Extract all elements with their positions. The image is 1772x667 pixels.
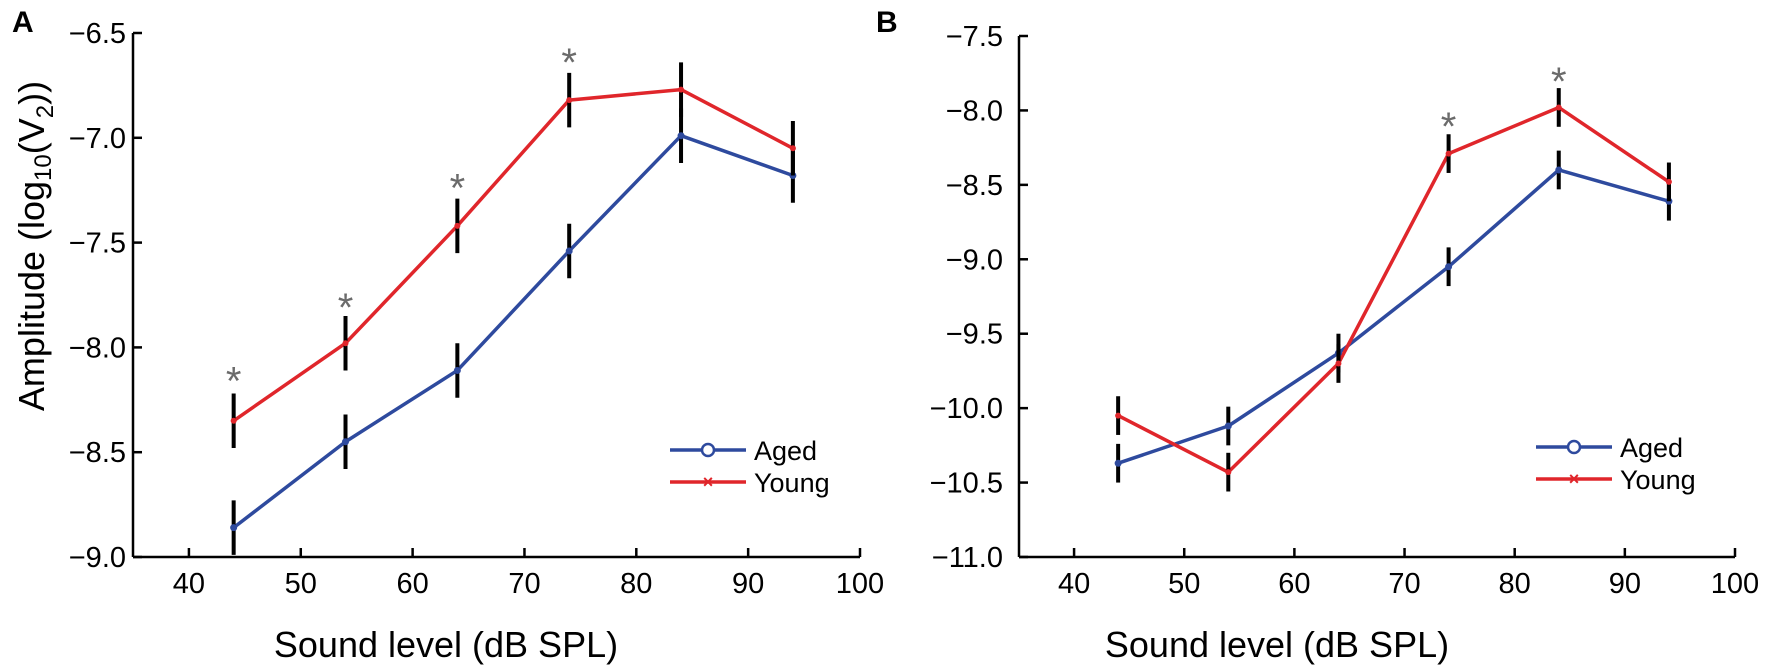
panel-b-x-tick-label: 70 [1388,568,1420,600]
panel-b-legend-label-aged: Aged [1620,433,1683,463]
panel-a-point-young [454,222,461,229]
panel-a-x-axis-title: Sound level (dB SPL) [274,624,618,665]
panel-a-x-tick-label: 90 [732,568,764,600]
panel-a-legend-marker-young: × [703,472,714,492]
panel-a-label: A [12,6,34,39]
panel-b-y-tick-label: −9.0 [946,244,1003,276]
panel-a-series-young-line [232,87,794,423]
panel-b-y-tick-label: −8.0 [946,95,1003,127]
panel-b-legend-label-young: Young [1620,465,1696,495]
panel-b-x-tick-label: 40 [1058,568,1090,600]
panel-a: A Amplitude (log10(V2)) Sound level (dB … [11,6,884,665]
panel-b-point-young [1335,360,1342,367]
panel-b-point-young [1665,178,1672,185]
panel-b-series-aged-line [1117,168,1670,465]
panel-a-point-young [342,340,349,347]
panel-b-series-young-line [1117,105,1670,474]
panel-b-legend-marker-young: × [1569,469,1580,489]
panel-a-legend-marker-aged [700,442,716,458]
panel-a-legend: Aged × Young [670,436,830,498]
panel-b-x-tick-label: 90 [1609,568,1641,600]
panel-b-point-young [1225,469,1232,476]
panel-b-point-aged [1555,166,1563,174]
panel-b-y-tick-label: −11.0 [932,542,1003,574]
panel-a-series-aged-line [232,133,794,530]
panel-a-point-young [678,86,685,93]
panel-b-x-tick-label: 50 [1168,568,1200,600]
panel-b-significance-star: * [1441,105,1457,149]
panel-b-x-axis-title: Sound level (dB SPL) [1105,624,1449,665]
panel-b-point-aged [1224,422,1232,430]
panel-b-point-young [1445,150,1452,157]
panel-a-y-tick-label: −8.0 [69,332,126,364]
panel-b-y-tick-label: −9.5 [946,319,1003,351]
panel-a-significance-star: * [226,360,242,404]
panel-b-y-tick-label: −8.5 [946,170,1003,202]
panel-a-point-young [789,145,796,152]
panel-b-y-tick-label: −10.5 [930,468,1003,500]
panel-b-significance-star: * [1551,60,1567,104]
panel-a-y-tick-label: −6.5 [69,18,126,50]
panel-b-x-tick-label: 60 [1278,568,1310,600]
panel-a-point-aged [453,366,461,374]
panel-a-x-tick-label: 60 [396,568,428,600]
panel-b-point-young [1115,412,1122,419]
panel-a-y-tick-label: −7.0 [69,123,126,155]
panel-a-y-axis-title: Amplitude (log10(V2)) [11,81,59,411]
panel-a-y-tick-label: −7.5 [69,228,126,260]
panel-a-point-young [566,97,573,104]
panel-b-legend: Aged × Young [1536,433,1696,495]
panel-a-y-tick-label: −9.0 [69,542,126,574]
panel-b-x-tick-label: 100 [1711,568,1759,600]
panel-a-x-tick-label: 50 [285,568,317,600]
panel-b-label: B [876,6,898,39]
panel-b: B Sound level (dB SPL) −11.0 −10.5 −10.0 −9… [876,6,1759,665]
panel-b-y-tick-label: −7.5 [946,21,1003,53]
panel-a-legend-label-young: Young [754,468,830,498]
panel-a-point-aged [565,247,573,255]
panel-a-x-tick-label: 100 [836,568,884,600]
panel-a-x-tick-label: 80 [620,568,652,600]
panel-a-legend-label-aged: Aged [754,436,817,466]
panel-a-x-tick-label: 70 [508,568,540,600]
panel-b-point-young [1555,104,1562,111]
panel-b-point-aged [1114,459,1122,467]
panel-a-point-aged [677,132,685,140]
panel-a-point-young [230,417,237,424]
panel-b-x-tick-label: 80 [1499,568,1531,600]
panel-a-y-tick-label: −8.5 [69,437,126,469]
panel-b-point-aged [1445,263,1453,271]
panel-b-legend-marker-aged [1566,439,1582,455]
panel-a-significance-star: * [450,167,466,211]
panel-a-significance-star: * [561,41,577,85]
panel-a-x-tick-label: 40 [173,568,205,600]
panel-a-point-aged [342,438,350,446]
panel-b-y-tick-label: −10.0 [930,393,1003,425]
panel-a-point-aged [230,524,238,532]
panel-a-significance-star: * [338,286,354,330]
